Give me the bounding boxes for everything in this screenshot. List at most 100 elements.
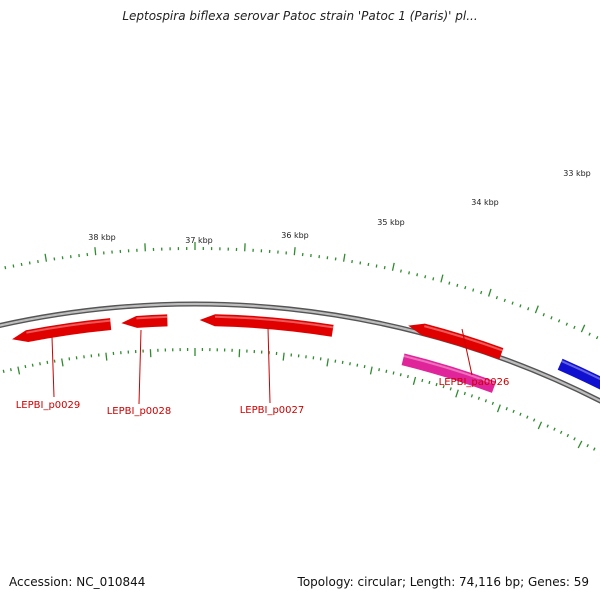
minor-tick [566,433,570,438]
major-tick [105,352,108,361]
minor-tick [12,264,15,268]
gene-label[interactable]: LEPBI_p0029 [16,400,81,411]
gene-labels[interactable]: LEPBI_p0029 LEPBI_p0028 LEPBI_p0027 LEPBI_p… [16,327,510,417]
gene-label[interactable]: LEPBI_p0028 [107,406,172,417]
gene-label[interactable]: LEPBI_p0027 [240,405,305,416]
major-tick [94,247,97,256]
minor-tick [37,259,39,264]
gene-feature[interactable] [12,318,112,343]
minor-tick [463,391,466,396]
major-tick [496,404,501,413]
minor-tick [39,362,41,366]
minor-tick [4,265,7,270]
minor-tick [527,307,530,311]
gene-feature[interactable] [121,314,168,328]
scale-labels: 33 kbp 34 kbp 35 kbp 36 kbp 37 kbp 38 kbp [88,169,591,245]
minor-tick [31,363,34,367]
minor-tick [546,424,549,428]
gene-arrow-highlight [136,315,168,320]
minor-tick [20,262,23,267]
gene-leader-line [138,329,142,405]
scale-label: 38 kbp [88,233,116,242]
gene-feature[interactable] [199,314,334,337]
minor-tick [46,360,49,365]
gene-arrow-highlight [214,315,334,329]
minor-tick [53,257,56,261]
minor-tick [334,257,337,261]
minor-tick [532,418,536,422]
gene-arrow-highlight [403,355,496,385]
major-tick [44,253,48,262]
inner-scale-ticks [2,348,596,451]
major-tick [537,421,543,430]
minor-tick [399,269,402,273]
gene-arrow-body [12,318,112,343]
minor-tick [9,368,12,372]
major-tick [455,389,459,398]
minor-tick [573,437,576,441]
minor-tick [359,261,362,265]
minor-tick [573,325,576,330]
gene-arrow-highlight [26,319,111,334]
backbone-core [0,302,600,403]
major-tick [534,305,539,314]
major-tick [391,262,395,271]
gene-leader-line [461,328,473,376]
map-title: Leptospira biflexa serovar Patoc strain … [122,9,478,23]
minor-tick [351,259,353,264]
minor-tick [432,277,435,281]
minor-tick [435,382,438,387]
minor-tick [586,443,589,448]
gene-features[interactable] [0,314,600,393]
minor-tick [464,286,467,290]
minor-tick [53,359,56,363]
minor-tick [2,369,5,373]
minor-tick [392,371,395,375]
major-tick [326,358,329,367]
minor-tick [456,283,459,287]
gene-arrow-body [121,314,168,328]
minor-tick [491,401,495,406]
minor-tick [484,399,488,403]
minor-tick [542,313,545,317]
minor-tick [375,264,378,268]
major-tick [412,376,417,385]
gene-leader-line [267,327,271,404]
minor-tick [356,363,359,367]
accession-text: Accession: NC_010844 [9,575,146,589]
major-tick [487,288,492,297]
major-tick [282,352,285,361]
scale-label: 34 kbp [471,198,499,207]
outer-scale-ticks [4,242,599,340]
minor-tick [378,368,381,372]
minor-tick [470,394,474,398]
minor-tick [363,364,366,369]
gene-feature[interactable] [408,323,504,360]
major-tick [61,358,64,367]
gene-feature[interactable] [557,358,600,393]
minor-tick [477,396,481,400]
major-tick [369,366,373,375]
minor-tick [334,359,337,363]
minor-tick [519,412,522,416]
backbone-outline [0,301,600,404]
minor-tick [511,301,514,305]
gene-leader-line [51,336,55,398]
gene-arrow-body [401,353,497,393]
scale-label: 33 kbp [563,169,591,178]
minor-tick [406,374,409,379]
minor-tick [588,332,591,336]
minor-tick [550,316,553,320]
major-tick [342,253,346,262]
minor-tick [472,288,475,292]
major-tick [17,366,21,375]
gene-label[interactable]: LEPBI_pa0026 [439,377,510,388]
minor-tick [28,261,31,265]
major-tick [293,247,296,256]
minor-tick [503,298,506,303]
gene-feature[interactable] [401,353,497,393]
minor-tick [424,275,427,279]
minor-tick [442,385,445,389]
